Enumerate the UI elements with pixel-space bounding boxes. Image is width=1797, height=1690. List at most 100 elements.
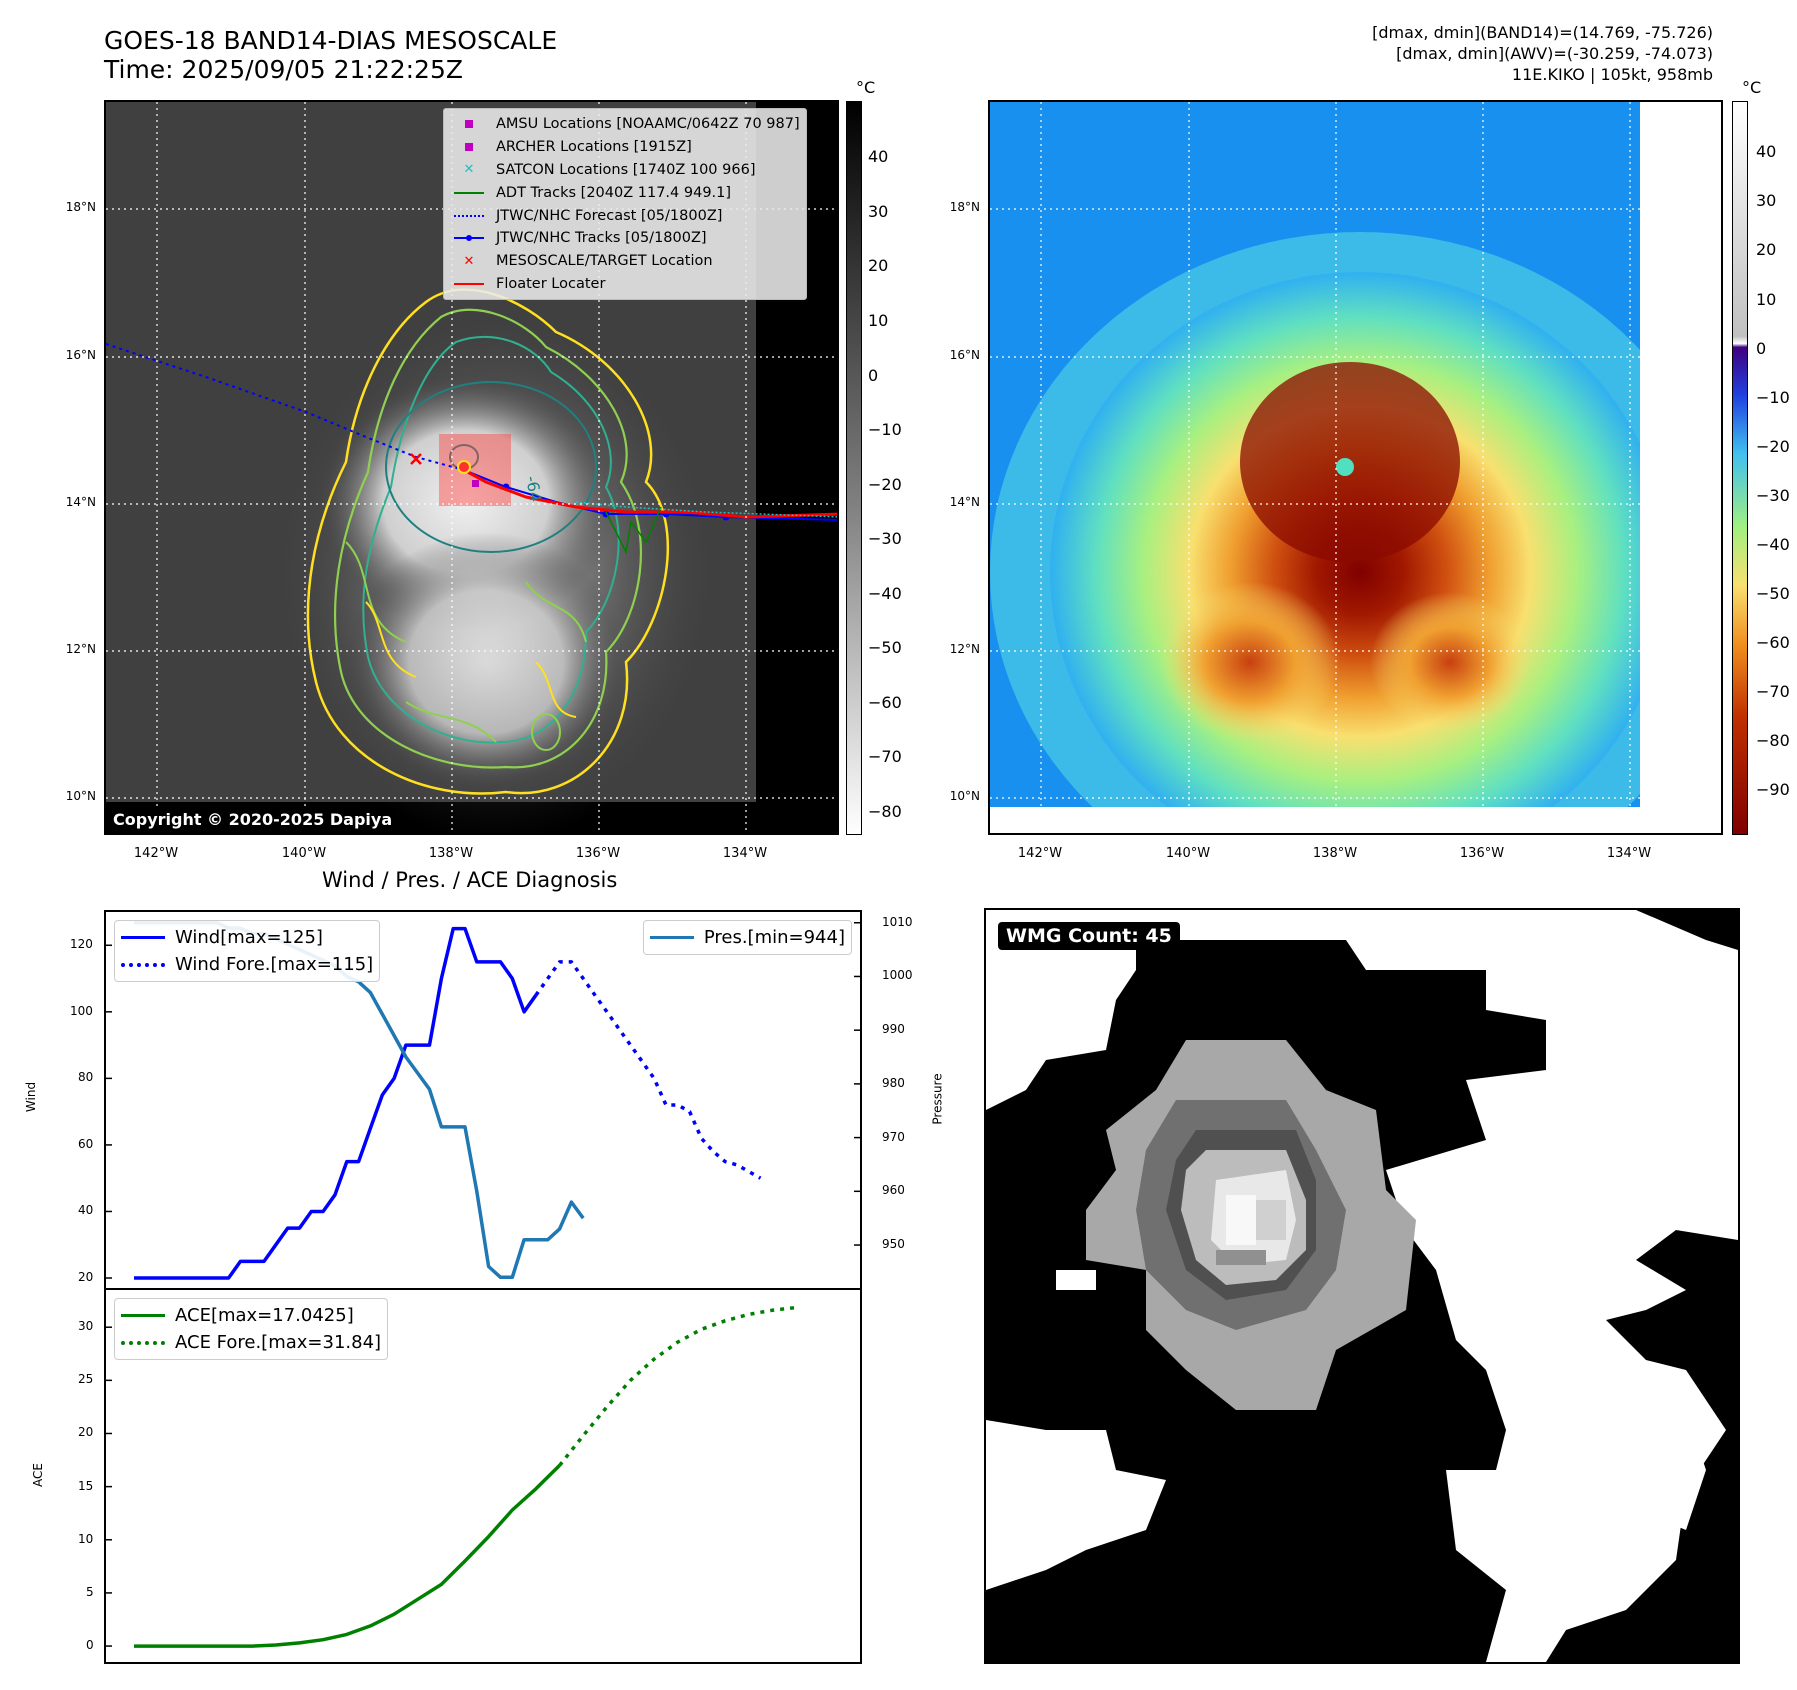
r-lon-label-134w: 134°W (1606, 846, 1652, 861)
stats-line-band14: [dmax, dmin](BAND14)=(14.769, -75.726) (1372, 23, 1713, 42)
stats-line-storm: 11E.KIKO | 105kt, 958mb (1511, 65, 1713, 84)
r-lon-label-140w: 140°W (1165, 846, 1211, 861)
lon-label-140w: 140°W (281, 846, 327, 861)
line-dot-icon (450, 235, 488, 242)
x-marker-icon: ✕ (463, 162, 475, 178)
r-lat-label-18n: 18°N (949, 200, 980, 214)
enh-colorbar (1732, 101, 1748, 835)
r-lat-label-12n: 12°N (949, 642, 980, 656)
x-marker-icon: ✕ (463, 253, 475, 269)
pressure-ytick: 990 (882, 1022, 905, 1037)
ace-ytick: 25 (78, 1372, 94, 1387)
pressure-ytick: 1010 (882, 914, 913, 929)
enh-cb-tick-m70: −70 (1756, 682, 1790, 701)
ir-cb-tick-m70: −70 (868, 747, 902, 766)
enh-cb-tick-0: 0 (1756, 339, 1767, 358)
wmg-image (986, 910, 1738, 1662)
ace-ytick: 5 (86, 1584, 94, 1599)
enh-cb-tick-10: 10 (1756, 290, 1777, 309)
wmg-count-badge: WMG Count: 45 (998, 922, 1180, 950)
lon-label-134w: 134°W (722, 846, 768, 861)
ir-cb-tick-40: 40 (868, 147, 889, 166)
ace-series-line-1 (558, 1305, 797, 1467)
wind-ytick: 100 (70, 1003, 93, 1018)
enh-cb-tick-m50: −50 (1756, 584, 1790, 603)
wind-ytick: 60 (78, 1136, 94, 1151)
r-lon-label-142w: 142°W (1017, 846, 1063, 861)
pressure-axis-label: Pressure (930, 1073, 945, 1125)
ir-cb-tick-m10: −10 (868, 420, 902, 439)
legend-item-satcon: ✕ SATCON Locations [1740Z 100 966] (450, 159, 800, 182)
enh-cb-tick-m90: −90 (1756, 780, 1790, 799)
ace-ytick: 15 (78, 1478, 94, 1493)
wind-ytick: 40 (78, 1203, 94, 1218)
r-lat-label-16n: 16°N (949, 348, 980, 362)
figure-title: GOES-18 BAND14-DIAS MESOSCALE Time: 2025… (104, 26, 557, 84)
pressure-ytick: 1000 (882, 968, 913, 983)
dotted-line-icon (450, 214, 488, 217)
wind-pressure-chart: Wind[max=125] Wind Fore.[max=115] Pres.[… (104, 910, 862, 1290)
ace-axis-label: ACE (30, 1463, 45, 1487)
enhanced-gridlines (990, 102, 1650, 807)
legend-item-tracks: JTWC/NHC Tracks [05/1800Z] (450, 227, 800, 250)
legend-item-wind: Wind[max=125] (121, 924, 373, 951)
enh-colorbar-unit: °C (1742, 78, 1762, 97)
dotted-line-icon (121, 962, 165, 967)
pressure-ytick: 970 (882, 1129, 905, 1144)
contour-label: -64 (522, 474, 545, 503)
ir-cb-tick-m80: −80 (868, 802, 902, 821)
ace-ytick: 30 (78, 1319, 94, 1334)
dotted-line-icon (121, 1340, 165, 1345)
solid-line-icon (649, 936, 694, 939)
lat-label-14n: 14°N (65, 495, 96, 509)
copyright-badge: Copyright © 2020-2025 Dapiya (108, 808, 398, 831)
enhanced-map-panel (988, 100, 1723, 835)
legend-item-archer: ARCHER Locations [1915Z] (450, 136, 800, 159)
legend-item-amsu: AMSU Locations [NOAAMC/0642Z 70 987] (450, 113, 800, 136)
solid-line-icon (121, 1314, 165, 1317)
ir-colorbar-unit: °C (856, 78, 876, 97)
r-lon-label-136w: 136°W (1459, 846, 1505, 861)
wind-ytick: 80 (78, 1070, 94, 1085)
ace-plot (106, 1305, 797, 1648)
ir-cb-tick-10: 10 (868, 311, 889, 330)
legend-item-ace-forecast: ACE Fore.[max=31.84] (121, 1329, 381, 1356)
map-legend: AMSU Locations [NOAAMC/0642Z 70 987] ARC… (443, 108, 807, 301)
pressure-ytick: 950 (882, 1237, 905, 1252)
lat-label-16n: 16°N (65, 348, 96, 362)
time-line: Time: 2025/09/05 21:22:25Z (104, 55, 463, 84)
legend-item-mesoscale: ✕ MESOSCALE/TARGET Location (450, 250, 800, 273)
solid-line-icon (450, 191, 488, 194)
wind-ytick: 120 (70, 937, 93, 952)
enh-cb-tick-m20: −20 (1756, 437, 1790, 456)
legend-item-forecast: JTWC/NHC Forecast [05/1800Z] (450, 204, 800, 227)
legend-item-wind-forecast: Wind Fore.[max=115] (121, 951, 373, 978)
ir-cb-tick-20: 20 (868, 256, 889, 275)
pressure-ytick: 980 (882, 1075, 905, 1090)
enh-cb-tick-20: 20 (1756, 240, 1777, 259)
enh-cb-tick-m80: −80 (1756, 731, 1790, 750)
lat-label-10n: 10°N (65, 789, 96, 803)
ace-chart: ACE[max=17.0425] ACE Fore.[max=31.84] (104, 1288, 862, 1664)
lon-label-142w: 142°W (133, 846, 179, 861)
ace-series-line-0 (134, 1464, 561, 1648)
series-line-0 (134, 926, 538, 1280)
pressure-ytick: 960 (882, 1183, 905, 1198)
legend-item-pressure: Pres.[min=944] (649, 924, 845, 951)
ir-colorbar (846, 101, 862, 835)
wind-axis-label: Wind (24, 1081, 39, 1113)
r-lat-label-14n: 14°N (949, 495, 980, 509)
r-lat-label-10n: 10°N (949, 789, 980, 803)
enh-cb-tick-40: 40 (1756, 142, 1777, 161)
enhanced-map-image (990, 102, 1721, 833)
enh-cb-tick-m30: −30 (1756, 486, 1790, 505)
enh-cb-tick-m10: −10 (1756, 388, 1790, 407)
solid-line-icon (121, 936, 165, 939)
wind-legend: Wind[max=125] Wind Fore.[max=115] (114, 920, 381, 982)
lat-label-12n: 12°N (65, 642, 96, 656)
stats-line-awv: [dmax, dmin](AWV)=(-30.259, -74.073) (1396, 44, 1713, 63)
title-line: GOES-18 BAND14-DIAS MESOSCALE (104, 26, 558, 55)
ir-cb-tick-m20: −20 (868, 475, 902, 494)
lat-label-18n: 18°N (65, 200, 96, 214)
legend-item-floater: Floater Locater (450, 273, 800, 296)
